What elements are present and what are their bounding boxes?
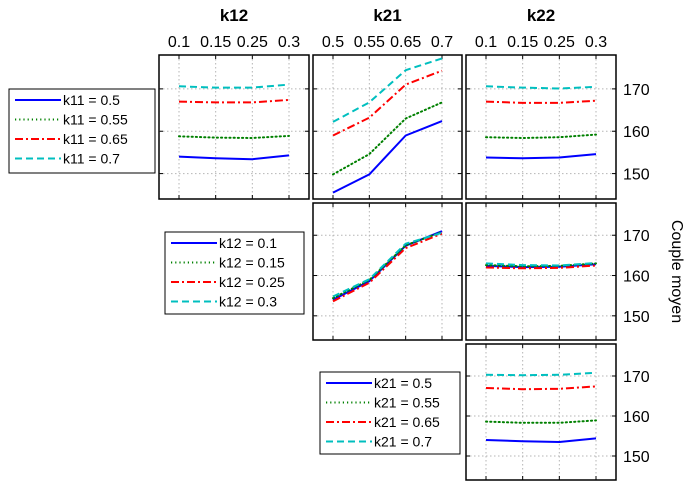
y-tick-label: 160 — [623, 269, 650, 286]
x-tick-label: 0.55 — [354, 34, 385, 51]
legend-entry-label: k11 = 0.55 — [63, 112, 128, 128]
legend-entry-label: k21 = 0.65 — [374, 414, 440, 430]
series-line-k21-0-5 — [485, 437, 597, 443]
series-line-k21-0-7 — [485, 371, 597, 377]
series-line-k12-0-25 — [332, 232, 443, 303]
series-line-k11-0-65 — [332, 69, 443, 137]
y-tick-label: 150 — [623, 309, 650, 326]
panel-k22-k21 — [465, 343, 617, 481]
legend-entry-label: k21 = 0.7 — [374, 434, 432, 450]
legend-k12: k12 = 0.1 k12 = 0.15 k12 = 0.25 k12 = 0.3 — [164, 231, 305, 315]
y-tick-label: 160 — [623, 124, 650, 141]
y-tick-label: 160 — [623, 409, 650, 426]
panel-k21-k11 — [312, 54, 463, 200]
legend-entry-label: k21 = 0.55 — [374, 395, 440, 411]
panel-k22-k12 — [465, 202, 617, 341]
legend-entry-label: k21 = 0.5 — [374, 375, 432, 391]
legend-k11: k11 = 0.5 k11 = 0.55 k11 = 0.65 k11 = 0.7 — [8, 88, 156, 174]
series-line-k11-0-7 — [485, 85, 597, 90]
y-tick-label: 150 — [623, 449, 650, 466]
y-tick-label: 170 — [623, 82, 650, 99]
legend-k21: k21 = 0.5 k21 = 0.55 k21 = 0.65 k21 = 0.7 — [319, 371, 461, 455]
series-line-k11-0-65 — [485, 99, 597, 104]
series-line-k21-0-55 — [485, 419, 597, 424]
plot-frame — [312, 54, 463, 200]
legend-entry-label: k11 = 0.7 — [63, 151, 120, 167]
y-tick-label: 170 — [623, 369, 650, 386]
legend-entry-label: k11 = 0.65 — [63, 131, 128, 147]
x-tick-label: 0.65 — [390, 34, 421, 51]
column-title-k12: k12 — [220, 6, 248, 25]
x-tick-label: 0.3 — [278, 34, 300, 51]
series-line-k11-0-65 — [178, 98, 290, 104]
panel-k21-k12 — [312, 202, 463, 341]
plot-frame — [465, 202, 617, 341]
series-line-k12-0-3 — [485, 262, 597, 267]
plot-frame — [465, 54, 617, 200]
y-tick-label: 170 — [623, 228, 650, 245]
plot-frame — [158, 54, 310, 200]
legend-entry-label: k12 = 0.1 — [219, 235, 277, 251]
series-line-k11-0-55 — [485, 133, 597, 139]
series-line-k12-0-3 — [332, 231, 443, 298]
plot-frame — [465, 343, 617, 481]
series-line-k11-0-5 — [485, 153, 597, 160]
column-title-k21: k21 — [373, 6, 401, 25]
x-tick-label: 0.1 — [475, 34, 497, 51]
series-line-k11-0-5 — [178, 154, 290, 161]
legend-box — [8, 88, 156, 174]
series-line-k11-0-7 — [178, 83, 290, 89]
legend-entry-label: k11 = 0.5 — [63, 92, 120, 108]
x-tick-label: 0.7 — [431, 34, 453, 51]
x-tick-label: 0.25 — [237, 34, 268, 51]
series-line-k12-0-25 — [485, 264, 597, 270]
y-axis-title: Couple moyen — [668, 220, 685, 323]
panel-k12-k11 — [158, 54, 310, 200]
series-line-k11-0-5 — [332, 120, 443, 194]
legend-entry-label: k12 = 0.25 — [219, 274, 285, 290]
series-line-k11-0-55 — [178, 134, 290, 139]
series-line-k11-0-55 — [332, 101, 443, 176]
series-line-k21-0-65 — [485, 385, 597, 391]
legend-box — [319, 371, 461, 455]
column-title-k22: k22 — [527, 6, 555, 25]
x-tick-label: 0.15 — [507, 34, 538, 51]
plot-frame — [312, 202, 463, 341]
series-line-k12-0-15 — [332, 231, 443, 300]
x-tick-label: 0.25 — [544, 34, 575, 51]
x-tick-label: 0.15 — [200, 34, 231, 51]
legend-entry-label: k12 = 0.15 — [219, 255, 285, 271]
x-tick-label: 0.3 — [585, 34, 607, 51]
x-tick-label: 0.1 — [168, 34, 190, 51]
x-tick-label: 0.5 — [322, 34, 344, 51]
panel-k22-k11 — [465, 54, 617, 200]
y-tick-label: 150 — [623, 167, 650, 184]
legend-entry-label: k12 = 0.3 — [219, 294, 277, 310]
legend-box — [164, 231, 305, 315]
